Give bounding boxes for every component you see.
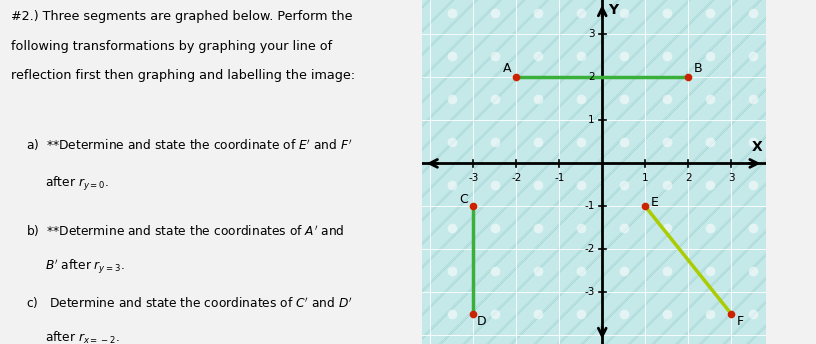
Text: 1: 1 [642,173,649,183]
Text: after $r_{x=-2}$.: after $r_{x=-2}$. [45,330,119,344]
Text: 2: 2 [588,72,595,83]
Text: -3: -3 [468,173,478,183]
Text: C: C [459,193,468,206]
Text: 3: 3 [588,29,595,40]
Text: c)   Determine and state the coordinates of $C'$ and $D'$: c) Determine and state the coordinates o… [26,296,353,311]
Text: 2: 2 [685,173,691,183]
Text: -2: -2 [584,244,595,255]
Text: -3: -3 [584,287,595,298]
Text: b)  **Determine and state the coordinates of $A'$ and: b) **Determine and state the coordinates… [26,224,344,239]
Text: -1: -1 [554,173,565,183]
Text: a)  **Determine and state the coordinate of $E'$ and $F'$: a) **Determine and state the coordinate … [26,138,353,153]
Text: -2: -2 [511,173,521,183]
Text: A: A [503,62,511,75]
Text: -1: -1 [584,201,595,212]
Text: Y: Y [608,3,619,18]
Text: #2.) Three segments are graphed below. Perform the: #2.) Three segments are graphed below. P… [11,10,353,23]
Text: B: B [694,62,702,75]
Text: reflection first then graphing and labelling the image:: reflection first then graphing and label… [11,69,355,82]
Text: X: X [752,140,762,154]
Text: after $r_{y=0}$.: after $r_{y=0}$. [45,175,109,193]
Text: F: F [736,315,743,328]
Text: E: E [651,196,659,208]
Text: $B'$ after $r_{y=3}$.: $B'$ after $r_{y=3}$. [45,258,124,277]
Text: 3: 3 [728,173,734,183]
Text: following transformations by graphing your line of: following transformations by graphing yo… [11,40,332,53]
Text: D: D [477,315,486,328]
Text: 1: 1 [588,115,595,126]
